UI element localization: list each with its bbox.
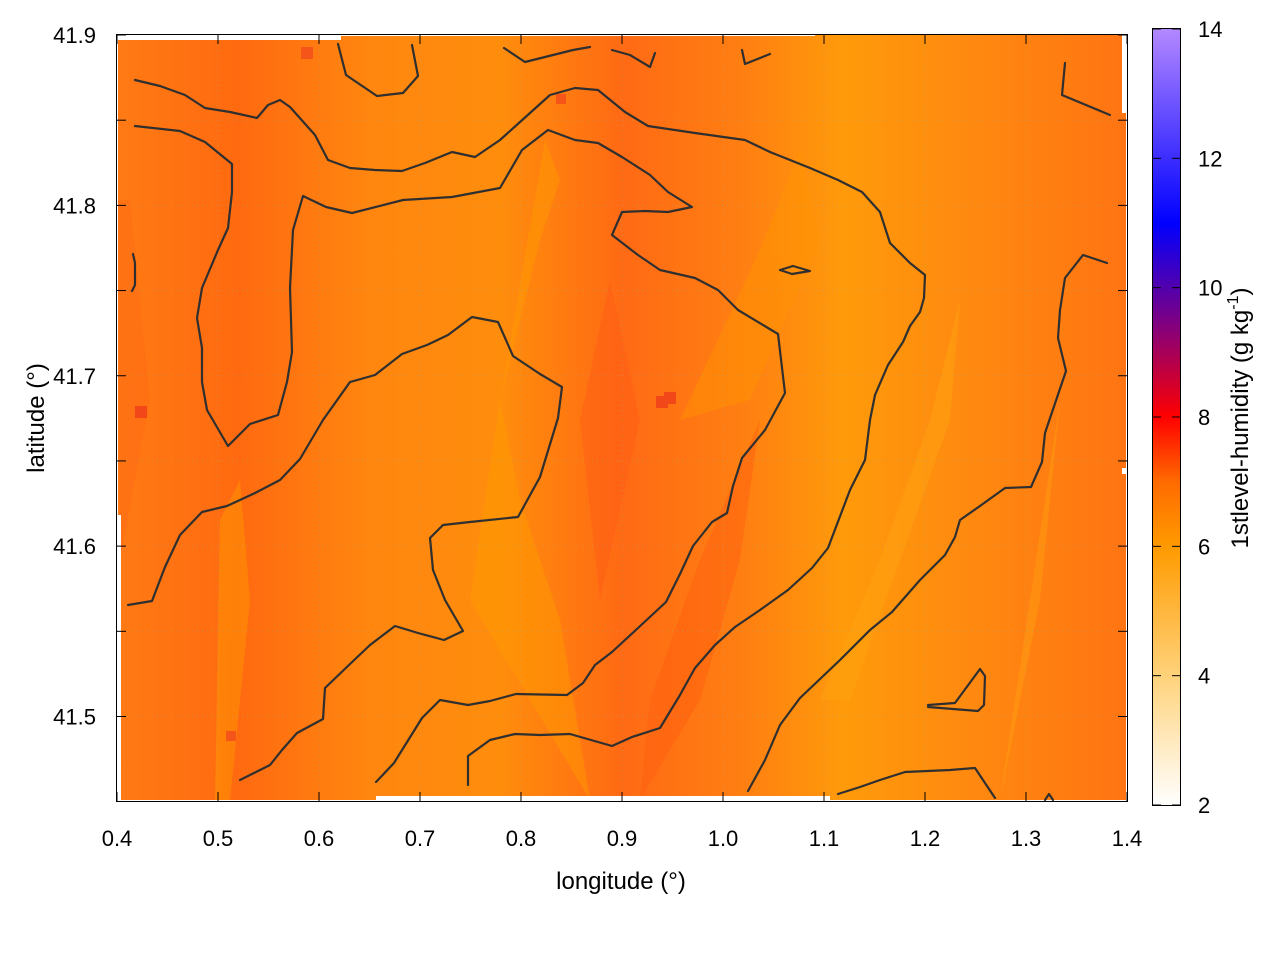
colorbar-tick-label: 4 xyxy=(1198,664,1210,689)
x-tick-label: 0.6 xyxy=(304,826,335,851)
grid-lines xyxy=(117,35,1127,801)
x-tick-label: 1.2 xyxy=(910,826,941,851)
contour-line xyxy=(1043,792,1055,802)
contour-line xyxy=(1060,61,1112,117)
colorbar-title-sup: -1 xyxy=(1225,295,1242,309)
contour-line xyxy=(610,48,657,69)
x-tick-label: 0.5 xyxy=(203,826,234,851)
y-tick-label: 41.9 xyxy=(53,23,96,48)
colorbar-title-end: ) xyxy=(1227,288,1254,296)
x-tick-label: 1.1 xyxy=(809,826,840,851)
x-tick-label: 1.0 xyxy=(708,826,739,851)
y-axis-ticks: 41.5 41.6 41.7 41.8 41.9 xyxy=(53,23,1127,730)
colorbar-tick-label: 14 xyxy=(1198,17,1222,42)
contour-line xyxy=(740,48,772,66)
x-tick-label: 0.9 xyxy=(607,826,638,851)
contour-line xyxy=(836,766,997,800)
contour-line xyxy=(130,252,137,293)
x-tick-label: 1.3 xyxy=(1011,826,1042,851)
x-tick-label: 0.4 xyxy=(102,826,133,851)
colorbar-title-main: 1stlevel-humidity (g kg xyxy=(1227,310,1254,549)
colorbar-tick-label: 10 xyxy=(1198,276,1222,301)
contour-line xyxy=(778,264,812,276)
colorbar: 2 4 6 8 10 12 14 1stlevel-humidity (g kg-1) xyxy=(1152,17,1254,818)
y-tick-label: 41.5 xyxy=(53,705,96,730)
no-data-gaps xyxy=(117,35,1127,801)
humidity-field xyxy=(118,35,1126,800)
contour-line xyxy=(336,42,420,98)
colorbar-tick-label: 12 xyxy=(1198,146,1222,171)
contour-line xyxy=(133,124,787,784)
y-tick-label: 41.6 xyxy=(53,534,96,559)
contour-line xyxy=(133,78,927,787)
colorbar-frame xyxy=(1152,28,1181,806)
y-tick-label: 41.8 xyxy=(53,193,96,218)
contour-line xyxy=(126,315,564,782)
contour-line xyxy=(746,253,1109,793)
x-tick-label: 0.7 xyxy=(405,826,436,851)
colorbar-tick-label: 8 xyxy=(1198,405,1210,430)
y-tick-label: 41.7 xyxy=(53,364,96,389)
contour-lines xyxy=(126,42,1112,802)
x-axis-ticks: 0.4 0.5 0.6 0.7 0.8 0.9 1.0 1.1 1.2 1.3 1.4 xyxy=(102,35,1143,851)
colorbar-tick-label: 2 xyxy=(1198,793,1210,818)
y-axis-title: latitude (°) xyxy=(23,363,50,473)
colorbar-ticks: 2 4 6 8 10 12 14 xyxy=(1153,17,1222,818)
x-tick-label: 0.8 xyxy=(506,826,537,851)
x-axis-title: longitude (°) xyxy=(556,868,686,895)
x-tick-label: 1.4 xyxy=(1112,826,1143,851)
colorbar-title: 1stlevel-humidity (g kg-1) xyxy=(1225,288,1254,549)
colorbar-tick-label: 6 xyxy=(1198,534,1210,559)
contour-line xyxy=(502,45,592,64)
plot-frame xyxy=(116,34,1128,802)
contour-line xyxy=(926,667,987,713)
